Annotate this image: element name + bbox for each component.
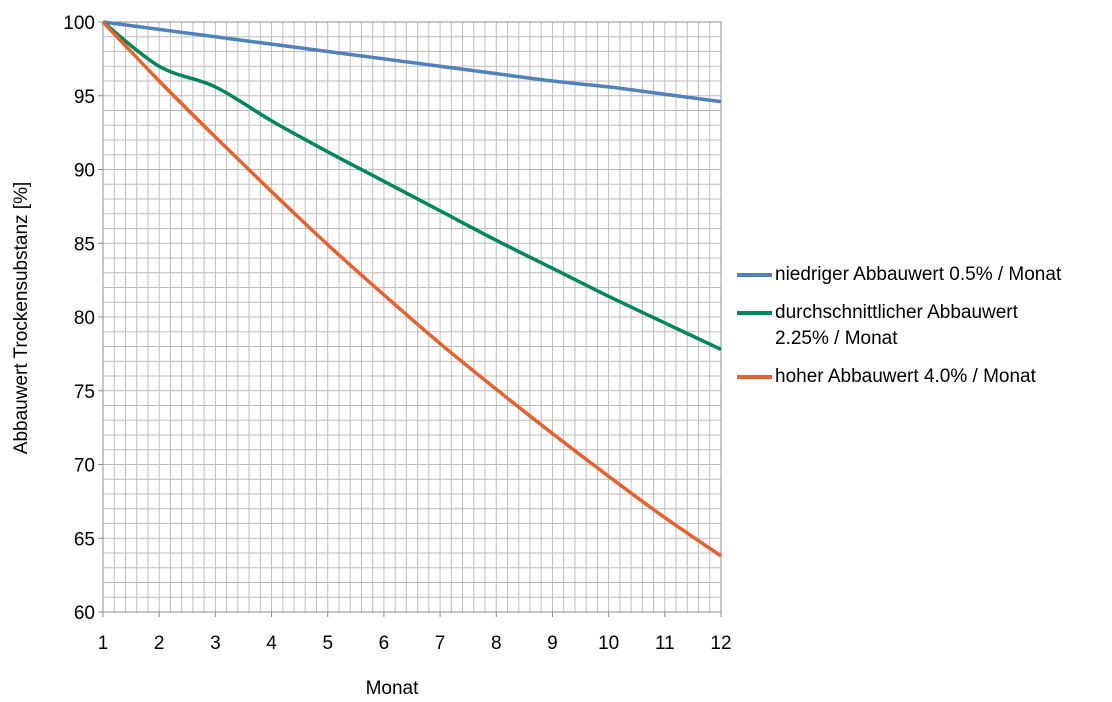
x-tick-label: 11 (655, 633, 675, 654)
x-axis-label: Monat (366, 678, 420, 699)
series-lines (101, 20, 722, 558)
x-tick-label: 3 (210, 633, 221, 654)
y-tick-label: 80 (74, 308, 95, 329)
y-tick-label: 70 (74, 456, 95, 477)
x-tick-label: 6 (379, 633, 390, 654)
legend-item-average: durchschnittlicher Abbauwert 2.25% / Mon… (737, 300, 1075, 352)
y-tick-label: 60 (74, 603, 95, 624)
y-tick-label: 65 (74, 529, 95, 550)
legend-label-low: niedriger Abbauwert 0.5% / Monat (775, 264, 1062, 285)
legend-item-high: hoher Abbauwert 4.0% / Monat (737, 364, 1107, 390)
y-axis-label: Abbauwert Trockensubstanz [%] (11, 182, 32, 454)
legend-swatch-low (737, 273, 772, 277)
legend-swatch-high (737, 375, 772, 379)
x-tick-label: 8 (491, 633, 502, 654)
y-tick-label: 100 (63, 13, 95, 34)
series-line-high (101, 20, 722, 558)
chart-grid (102, 21, 722, 613)
y-tick-label: 95 (74, 87, 95, 108)
x-tick-label: 10 (598, 633, 619, 654)
legend-label-average: durchschnittlicher Abbauwert 2.25% / Mon… (775, 302, 1018, 349)
x-tick-label: 4 (266, 633, 277, 654)
chart-legend: niedriger Abbauwert 0.5% / Monat durchsc… (737, 262, 1107, 390)
legend-label-high: hoher Abbauwert 4.0% / Monat (775, 366, 1036, 387)
x-tick-label: 7 (435, 633, 446, 654)
x-tick-label: 2 (154, 633, 165, 654)
x-tick-label: 1 (98, 633, 109, 654)
y-tick-label: 85 (74, 234, 95, 255)
legend-item-low: niedriger Abbauwert 0.5% / Monat (737, 262, 1107, 288)
legend-swatch-average (737, 311, 772, 315)
x-tick-label: 12 (710, 633, 731, 654)
series-line-average (101, 20, 722, 352)
series-line-low (102, 20, 722, 104)
x-tick-label: 9 (547, 633, 558, 654)
y-tick-label: 90 (74, 161, 95, 182)
x-tick-label: 5 (322, 633, 333, 654)
y-tick-label: 75 (74, 382, 95, 403)
